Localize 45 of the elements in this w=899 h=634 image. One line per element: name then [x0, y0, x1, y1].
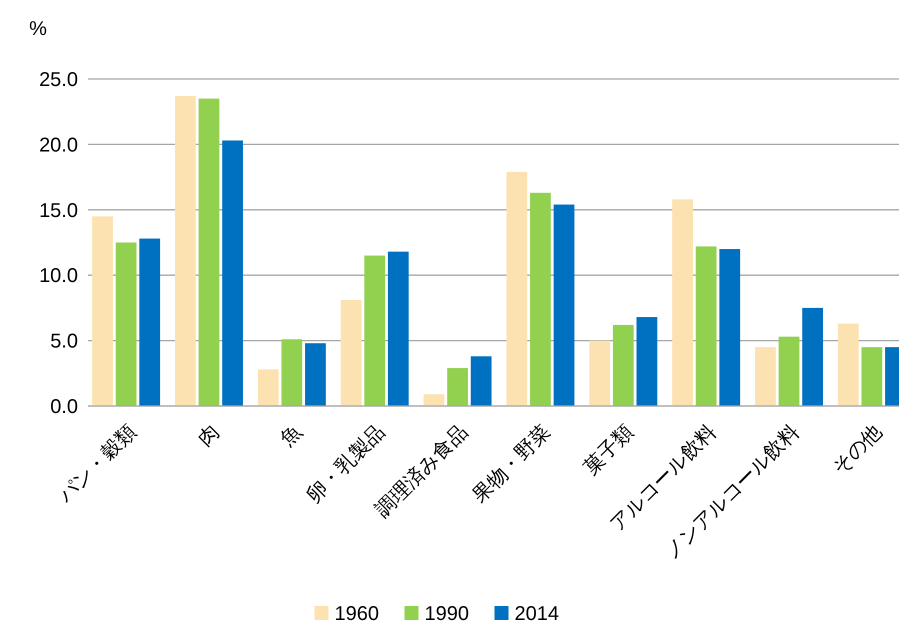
bar: [222, 140, 243, 406]
bar: [755, 347, 776, 406]
bar: [281, 339, 302, 406]
bar: [424, 394, 444, 406]
y-tick-label: 5.0: [50, 330, 78, 353]
y-tick-label: 25.0: [39, 69, 78, 91]
y-tick-label: 15.0: [39, 200, 78, 222]
y-axis-title: %: [29, 18, 48, 40]
x-tick-label: 肉: [194, 420, 224, 451]
bar: [719, 249, 740, 406]
bar: [672, 199, 693, 406]
legend-label: 1990: [424, 603, 469, 625]
bar: [838, 324, 859, 406]
y-tick-label: 20.0: [39, 134, 78, 156]
x-tick-label: パン・穀類: [54, 420, 141, 508]
bar: [175, 96, 196, 406]
bar: [92, 216, 113, 406]
bar: [554, 204, 574, 406]
bar: [447, 368, 468, 406]
y-tick-label: 0.0: [50, 396, 78, 418]
bar: [470, 356, 492, 406]
legend-label: 2014: [514, 603, 559, 625]
bar: [305, 343, 326, 406]
bar: [530, 192, 551, 406]
x-tick-label: その他: [828, 420, 886, 479]
x-tick-label: 菓子類: [580, 420, 638, 479]
bar: [139, 238, 160, 406]
y-tick-label: 10.0: [39, 265, 78, 288]
x-tick-label: 魚: [276, 420, 306, 451]
bar: [388, 252, 409, 406]
bar: [116, 242, 136, 406]
bar: [340, 300, 362, 406]
bar: [198, 98, 220, 406]
x-tick-label: 果物・野菜: [468, 420, 555, 508]
bar: [506, 172, 528, 406]
bar: [364, 256, 386, 406]
bar: [258, 369, 279, 406]
bar: [802, 308, 823, 406]
bar: [778, 336, 800, 406]
legend-label: 1960: [334, 603, 379, 625]
bar: [612, 324, 634, 406]
bar: [862, 347, 882, 406]
bar: [696, 246, 717, 406]
bar: [636, 317, 658, 406]
bar: [589, 340, 610, 406]
